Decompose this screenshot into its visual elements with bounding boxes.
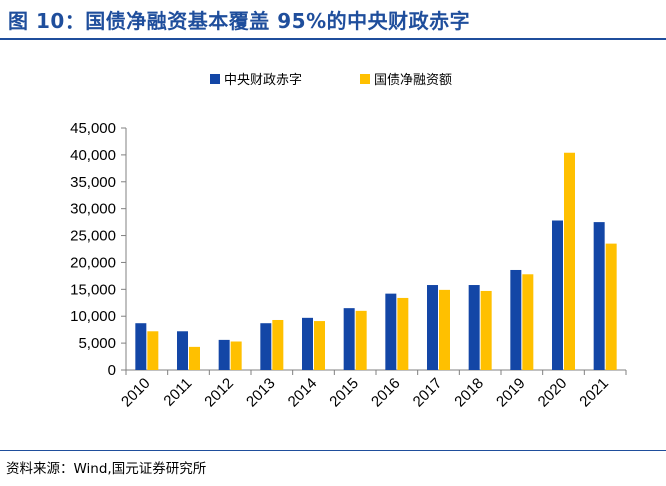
bar-deficit	[343, 308, 355, 370]
bar-deficit	[427, 285, 438, 370]
bar-deficit	[593, 222, 605, 370]
title-underline	[0, 38, 666, 40]
bar-bond-financing	[189, 346, 200, 370]
bar-bond-financing	[147, 331, 159, 370]
legend-swatch	[210, 74, 220, 84]
x-tick-label: 2014	[285, 375, 321, 411]
bar-bond-financing	[439, 289, 450, 370]
footer-divider	[0, 450, 666, 451]
bar-bond-financing	[230, 341, 242, 370]
x-tick-label: 2012	[201, 375, 237, 411]
y-tick-label: 15,000	[70, 281, 116, 298]
bar-bond-financing	[272, 319, 284, 370]
y-tick-label: 35,000	[70, 174, 116, 191]
source-note: 资料来源：Wind,国元证券研究所	[6, 461, 207, 477]
bar-bond-financing	[480, 290, 492, 370]
y-tick-label: 25,000	[70, 228, 116, 245]
bar-deficit	[135, 323, 147, 370]
y-tick-label: 40,000	[70, 147, 116, 164]
y-tick-label: 20,000	[70, 254, 116, 271]
bar-deficit	[260, 323, 272, 370]
bar-deficit	[218, 339, 230, 370]
x-tick-label: 2018	[451, 375, 487, 411]
bar-deficit	[302, 317, 313, 370]
bar-bond-financing	[522, 274, 534, 370]
bar-deficit	[510, 269, 522, 370]
x-tick-label: 2017	[410, 375, 446, 411]
x-tick-label: 2011	[160, 375, 195, 410]
x-tick-label: 2020	[535, 375, 571, 411]
bar-chart: 0 5,000 10,000 15,000 20,000 25,000 30,000 35,0…	[70, 73, 627, 411]
bar-deficit	[177, 331, 188, 370]
figure-title: 图 10：国债净融资基本覆盖 95%的中央财政赤字	[8, 9, 471, 33]
bar-bond-financing	[397, 297, 409, 370]
bar-bond-financing	[355, 310, 367, 370]
bar-deficit	[552, 220, 563, 370]
x-tick-label: 2019	[493, 375, 529, 411]
legend-label: 国债净融资额	[374, 73, 452, 88]
bar-bond-financing	[314, 321, 325, 370]
y-tick-label: 0	[108, 362, 116, 379]
x-tick-label: 2010	[118, 375, 154, 411]
x-tick-label: 2016	[368, 375, 404, 411]
y-tick-label: 10,000	[70, 308, 116, 325]
x-tick-label: 2015	[326, 375, 362, 411]
bar-bond-financing	[605, 243, 617, 370]
y-tick-label: 30,000	[70, 201, 116, 218]
y-tick-label: 5,000	[78, 335, 116, 352]
legend-swatch	[360, 74, 370, 84]
x-tick-label: 2021	[576, 375, 612, 411]
bar-bond-financing	[564, 152, 575, 370]
legend-label: 中央财政赤字	[224, 73, 302, 88]
bar-deficit	[468, 285, 480, 370]
x-tick-label: 2013	[243, 375, 279, 411]
bar-deficit	[385, 293, 397, 370]
y-tick-label: 45,000	[70, 120, 116, 137]
